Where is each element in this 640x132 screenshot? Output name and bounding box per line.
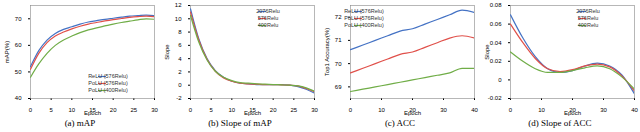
svg-text:PoLU (576Relu): PoLU (576Relu) xyxy=(88,80,128,86)
svg-text:ReLU (576Relu): ReLU (576Relu) xyxy=(88,73,128,79)
svg-text:30: 30 xyxy=(600,107,607,113)
svg-text:50: 50 xyxy=(15,69,22,75)
svg-text:70: 70 xyxy=(15,16,22,22)
svg-text:0: 0 xyxy=(349,107,353,113)
svg-text:0.08: 0.08 xyxy=(490,2,502,8)
svg-text:Epoch: Epoch xyxy=(404,110,421,116)
svg-text:5: 5 xyxy=(49,107,53,113)
svg-text:10: 10 xyxy=(68,107,75,113)
html-text:(d) Slope of ACC: (d) Slope of ACC xyxy=(528,118,592,128)
svg-text:0: 0 xyxy=(509,107,513,113)
svg-text:30: 30 xyxy=(440,107,447,113)
svg-text:10: 10 xyxy=(175,16,182,22)
svg-text:0: 0 xyxy=(178,82,182,88)
svg-text:30: 30 xyxy=(311,107,318,113)
svg-text:Epoch: Epoch xyxy=(84,110,101,116)
svg-text:20: 20 xyxy=(270,107,277,113)
svg-text:Epoch: Epoch xyxy=(564,110,581,116)
svg-text:2076Relu: 2076Relu xyxy=(256,8,280,14)
svg-text:Slope: Slope xyxy=(164,44,170,60)
svg-text:0.06: 0.06 xyxy=(490,21,502,27)
html-text:(b) Slope of mAP: (b) Slope of mAP xyxy=(208,118,272,128)
svg-text:0.02: 0.02 xyxy=(490,58,502,64)
svg-text:69: 69 xyxy=(335,84,342,90)
svg-text:Epoch: Epoch xyxy=(244,110,261,116)
svg-text:mAP(%): mAP(%) xyxy=(4,41,10,63)
svg-text:2076Relu: 2076Relu xyxy=(576,8,600,14)
svg-text:25: 25 xyxy=(290,107,297,113)
svg-text:10: 10 xyxy=(538,107,545,113)
svg-text:71: 71 xyxy=(335,37,342,43)
svg-text:4: 4 xyxy=(178,56,182,62)
html-text:(c) ACC: (c) ACC xyxy=(384,118,416,128)
svg-text:6: 6 xyxy=(178,42,182,48)
svg-text:2: 2 xyxy=(178,69,182,75)
svg-text:ReLU (576Relu): ReLU (576Relu) xyxy=(344,8,384,14)
svg-text:Slope: Slope xyxy=(484,44,490,60)
svg-text:30: 30 xyxy=(151,107,158,113)
svg-text:70: 70 xyxy=(335,61,342,67)
svg-text:576Relu: 576Relu xyxy=(578,15,599,21)
svg-text:10: 10 xyxy=(228,107,235,113)
html-text:(a) mAP: (a) mAP xyxy=(64,118,96,128)
svg-text:25: 25 xyxy=(130,107,137,113)
svg-text:72: 72 xyxy=(335,14,342,20)
svg-text:10: 10 xyxy=(378,107,385,113)
svg-text:PoLU (400Relu): PoLU (400Relu) xyxy=(344,22,384,28)
svg-text:-0.02: -0.02 xyxy=(488,95,502,101)
svg-text:PoLU (400Relu): PoLU (400Relu) xyxy=(88,87,128,93)
svg-text:0: 0 xyxy=(189,107,193,113)
svg-text:0.04: 0.04 xyxy=(490,40,502,46)
svg-text:40: 40 xyxy=(631,107,638,113)
svg-text:40: 40 xyxy=(471,107,478,113)
svg-text:12: 12 xyxy=(175,2,182,8)
svg-text:5: 5 xyxy=(209,107,213,113)
svg-text:576Relu: 576Relu xyxy=(258,15,279,21)
svg-text:400Relu: 400Relu xyxy=(258,22,279,28)
svg-text:400Relu: 400Relu xyxy=(578,22,599,28)
svg-text:0: 0 xyxy=(29,107,33,113)
svg-text:8: 8 xyxy=(178,29,182,35)
svg-text:PoLU (576Relu): PoLU (576Relu) xyxy=(344,15,384,21)
svg-text:60: 60 xyxy=(15,42,22,48)
svg-text:Top1 Accuracy(%): Top1 Accuracy(%) xyxy=(324,28,330,76)
svg-text:40: 40 xyxy=(15,95,22,101)
svg-text:-2: -2 xyxy=(176,95,182,101)
svg-text:0: 0 xyxy=(498,77,502,83)
svg-text:20: 20 xyxy=(110,107,117,113)
